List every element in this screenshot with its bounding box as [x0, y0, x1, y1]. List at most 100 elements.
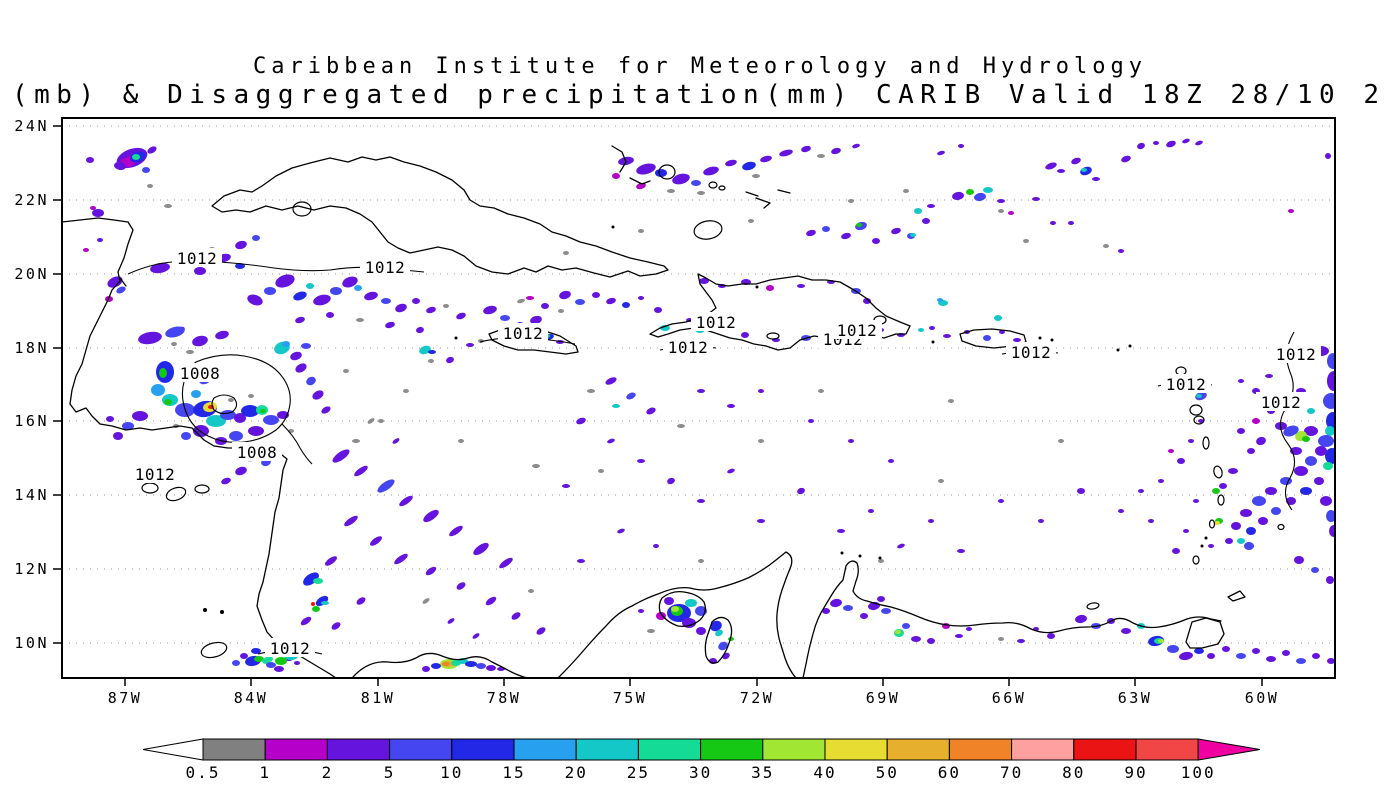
- island-outline: [194, 484, 210, 494]
- precip-cell: [1057, 169, 1065, 173]
- precip-cell: [598, 469, 604, 473]
- precip-cell: [206, 415, 226, 427]
- precip-cell: [240, 653, 248, 659]
- precip-cell: [881, 608, 891, 614]
- precip-cell: [1032, 197, 1040, 201]
- precip-cell: [1327, 371, 1335, 391]
- precip-cell: [312, 390, 324, 400]
- colorbar-segment: [762, 738, 826, 761]
- precip-cell: [295, 316, 305, 324]
- precip-cell: [122, 422, 134, 430]
- precip-cell: [902, 623, 910, 629]
- longitude-tick-label: 63W: [1118, 689, 1153, 707]
- precip-cell: [998, 209, 1004, 213]
- precip-cell: [877, 596, 885, 602]
- precip-cell: [447, 618, 455, 624]
- precip-cell: [966, 627, 972, 631]
- precip-cell: [1077, 488, 1085, 494]
- precip-cell: [443, 304, 449, 308]
- precip-cell: [1138, 489, 1144, 493]
- precip-cell: [958, 144, 964, 148]
- precip-cell: [872, 238, 880, 244]
- island-outline: [1217, 494, 1225, 506]
- precip-cell: [718, 641, 728, 651]
- precip-cell: [727, 468, 735, 474]
- precip-cell: [1167, 645, 1179, 653]
- precip-cell: [1158, 479, 1164, 483]
- precip-cell: [918, 328, 924, 332]
- colorbar-segment: [1011, 738, 1075, 761]
- precip-cell: [703, 166, 719, 176]
- precip-cell: [725, 159, 737, 167]
- precip-cell: [422, 598, 430, 604]
- precip-cell: [321, 406, 331, 414]
- precip-cell: [656, 612, 666, 620]
- precip-cell: [326, 312, 334, 318]
- precip-cell: [92, 209, 104, 217]
- latitude-tick-label: 14N: [14, 486, 49, 504]
- precip-cell: [1092, 177, 1100, 181]
- map-interior: 1012 1012 1008 1008 1012 1012 1012 1012 1012 1012…: [62, 125, 1335, 678]
- precip-cell: [1282, 650, 1290, 656]
- precip-cell: [483, 305, 497, 315]
- precip-cell: [891, 227, 901, 235]
- coastline: [611, 145, 627, 173]
- precip-cell: [999, 330, 1005, 334]
- precip-cell: [914, 208, 922, 214]
- colorbar-tick-label: 15: [502, 763, 525, 782]
- precip-cell: [1179, 651, 1193, 661]
- island-dot: [611, 225, 615, 229]
- precip-cell: [1237, 428, 1245, 434]
- colorbar-tick-label: 60: [938, 763, 961, 782]
- precip-cell: [290, 351, 302, 361]
- precip-cell: [247, 294, 263, 306]
- precip-cell: [395, 303, 407, 313]
- precip-cell: [138, 331, 162, 345]
- precip-cell: [456, 312, 466, 320]
- precip-cell: [472, 633, 480, 639]
- precip-cell: [1013, 338, 1021, 342]
- precip-cell: [392, 438, 400, 444]
- contour-label-mask: [1271, 344, 1321, 363]
- precip-cell: [541, 303, 549, 309]
- contour-label-mask: [265, 638, 315, 657]
- contour-label: 1008: [180, 364, 221, 383]
- precip-cell: [710, 620, 722, 632]
- precip-cell: [476, 663, 486, 669]
- latitude-tick-label: 18N: [14, 339, 49, 357]
- contour-label-mask: [360, 257, 410, 276]
- colorbar-under-arrow: [142, 738, 204, 761]
- precip-cell: [83, 248, 89, 252]
- precip-cell: [220, 410, 236, 420]
- precip-cell: [306, 376, 316, 386]
- precip-cell: [294, 661, 300, 665]
- precip-cell: [696, 627, 706, 635]
- colorbar-tick-label: 5: [384, 763, 396, 782]
- precip-cell: [422, 666, 430, 672]
- precip-cell: [425, 566, 437, 576]
- contour-label: 1012: [177, 249, 218, 268]
- island-dot: [1204, 536, 1208, 540]
- coastline: [351, 652, 529, 678]
- island-dot: [1200, 544, 1204, 548]
- precip-cell: [275, 274, 295, 288]
- precip-cell: [419, 345, 431, 355]
- chart-title-line1: Caribbean Institute for Meteorology and …: [252, 54, 1147, 79]
- latitude-tick-label: 22N: [14, 191, 49, 209]
- precip-cell: [378, 419, 384, 423]
- precip-cell: [929, 326, 935, 330]
- precip-cell: [1196, 394, 1202, 398]
- precip-cell: [142, 167, 150, 173]
- precip-cell: [97, 238, 103, 242]
- precip-cell: [937, 298, 943, 302]
- precip-cell: [612, 404, 620, 408]
- precip-cell: [107, 276, 123, 288]
- longitude-tick-label: 69W: [866, 689, 901, 707]
- island-dot: [840, 551, 844, 555]
- precip-cell: [1247, 448, 1255, 454]
- island-dot: [1116, 348, 1120, 352]
- precip-cell: [147, 184, 153, 188]
- precip-cell: [1326, 576, 1334, 584]
- island-outline: [1193, 415, 1205, 425]
